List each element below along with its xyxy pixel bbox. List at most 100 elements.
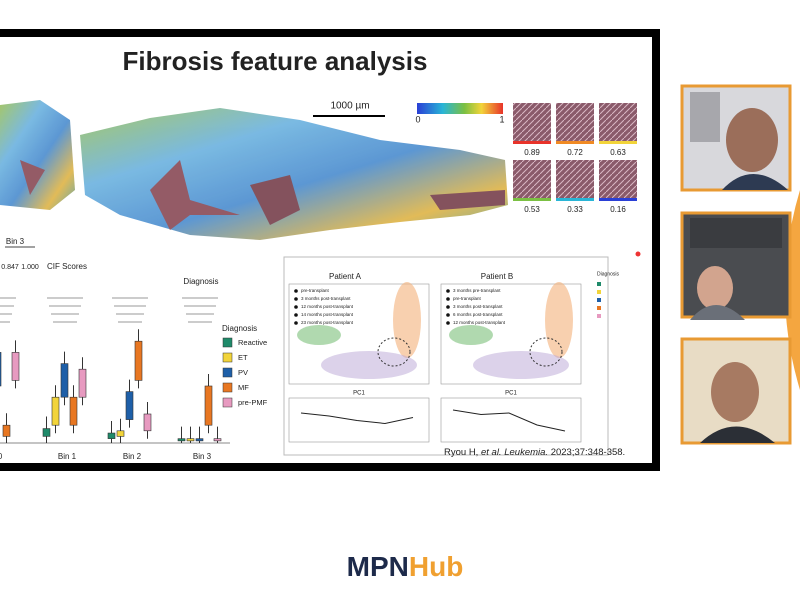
density (545, 282, 573, 358)
legend-label: 12 months post-transplant (453, 320, 506, 325)
tissue-image (0, 100, 508, 240)
colorbar-min: 0 (415, 114, 420, 124)
box (0, 352, 2, 387)
box (69, 396, 78, 426)
tile-bar (513, 198, 551, 201)
tile-score: 0.89 (524, 148, 540, 157)
pointer-dot (635, 251, 641, 257)
box (134, 340, 143, 381)
tile-image (513, 160, 551, 198)
citation-ref: 2023;37:348-358. (551, 447, 625, 458)
x-label: Bin 2 (123, 452, 142, 461)
tile-score: 0.16 (610, 205, 626, 214)
trend-line (300, 412, 414, 425)
box (177, 438, 186, 442)
pc-label: PC1 (505, 391, 517, 397)
colorbar (417, 103, 503, 114)
legend-swatch (222, 337, 233, 348)
trajectory (377, 337, 411, 367)
tile-score: 0.53 (524, 205, 540, 214)
video-tile[interactable] (680, 211, 792, 320)
x-label: Bin 1 (58, 452, 77, 461)
tile-grid: 0.89 0.72 0.63 0.53 0.33 0.16 (513, 103, 637, 214)
x-label: 0 (0, 452, 3, 461)
legend-marker (294, 321, 298, 325)
box (78, 368, 87, 398)
legend-marker (446, 297, 450, 301)
legend-marker (294, 297, 298, 301)
logo-right: Hub (409, 551, 463, 582)
legend-swatch (597, 314, 601, 318)
legend-label: 23 months post-transplant (301, 320, 354, 325)
box (42, 428, 51, 437)
tile-image (599, 160, 637, 198)
legend-label: Reactive (238, 338, 267, 347)
box (186, 438, 195, 442)
trend-line (452, 409, 566, 432)
legend-label: MF (238, 383, 249, 392)
patient-title: Patient A (329, 272, 362, 281)
trend-frame (288, 397, 430, 443)
legend-label: 3 months post-transplant (301, 296, 351, 301)
tile-image (513, 103, 551, 141)
slide-title: Fibrosis feature analysis (123, 46, 428, 76)
box (11, 352, 20, 381)
video-tiles (680, 84, 800, 445)
legend-marker (294, 289, 298, 293)
legend: Reactive ET PV MF pre-PMF (222, 337, 268, 408)
tile-image (556, 160, 594, 198)
legend-label: pre-transplant (301, 288, 330, 293)
tile-image (599, 103, 637, 141)
density (449, 325, 493, 345)
tile-bar (556, 141, 594, 144)
patient-title: Patient B (481, 272, 513, 281)
tile-score: 0.63 (610, 148, 626, 157)
y-title: CIF Scores (47, 262, 87, 271)
tile-score: 0.72 (567, 148, 583, 157)
pc-label: PC1 (353, 391, 365, 397)
x-labels: 0 Bin 1 Bin 2 Bin 3 (0, 452, 212, 461)
legend-label: pre-PMF (238, 398, 268, 407)
tile-bar (556, 198, 594, 201)
legend-label: 6 months post-transplant (453, 312, 503, 317)
legend-swatch (597, 282, 601, 286)
citation-authors: Ryou H, (444, 447, 478, 458)
box (213, 438, 222, 442)
legend-marker (446, 305, 450, 309)
video-tile[interactable] (680, 337, 792, 445)
scale-max: 1.000 (21, 264, 39, 271)
legend-marker (446, 313, 450, 317)
box (143, 413, 152, 432)
trajectory (529, 337, 563, 367)
legend-label: 3 months pre-transplant (453, 288, 501, 293)
logo-left: MPN (347, 551, 409, 582)
scale-bar-label: 1000 µm (330, 101, 369, 112)
patient-frame (283, 256, 609, 456)
box (204, 385, 213, 426)
bin-label: Bin 3 (6, 237, 25, 246)
legend-swatch (222, 397, 233, 408)
density (297, 325, 341, 345)
patient-panels: Patient A PC1 pre-transplant 3 months post-… (288, 271, 619, 443)
logo: MPNHub (347, 551, 464, 582)
legend-label: PV (238, 368, 248, 377)
pca-frame (288, 283, 430, 385)
legend-swatch (222, 367, 233, 378)
legend-title: Diagnosis (222, 324, 257, 333)
legend-swatch (597, 306, 601, 310)
citation-journal: Leukemia. (504, 447, 548, 458)
density (321, 351, 417, 379)
scale-min: 0.847 (1, 264, 19, 271)
legend-marker (294, 313, 298, 317)
boxplots (0, 297, 222, 443)
tile-bar (599, 198, 637, 201)
legend-swatch (222, 352, 233, 363)
video-tile[interactable] (680, 84, 792, 192)
pca-frame (440, 283, 582, 385)
colorbar-max: 1 (499, 114, 504, 124)
tile-score: 0.33 (567, 205, 583, 214)
box (195, 438, 204, 442)
